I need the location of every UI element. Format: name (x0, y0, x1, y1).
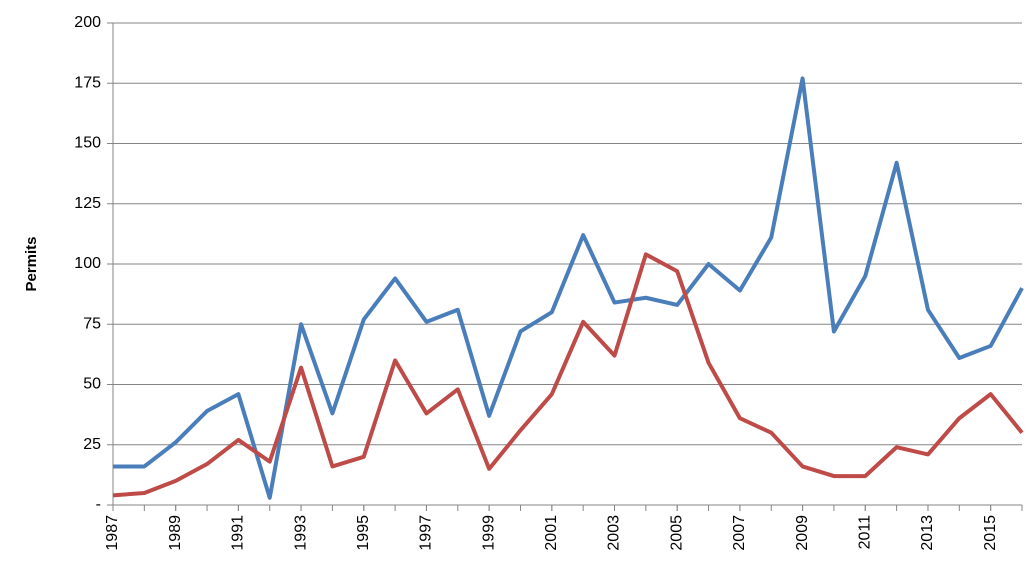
y-axis-label: Permits (23, 236, 40, 291)
series-line (112, 252, 1024, 498)
y-tick-label: 200 (74, 14, 101, 31)
series-line (113, 76, 1024, 500)
y-tick-label: 100 (74, 255, 101, 272)
x-tick-label: 2007 (731, 515, 748, 551)
x-tick-label: 2013 (919, 515, 936, 551)
x-tick-label: 1989 (167, 515, 184, 551)
x-tick-label: 2005 (668, 515, 685, 551)
x-tick-label: 1987 (104, 515, 121, 551)
x-tick-label: 1991 (230, 515, 247, 551)
y-tick-label: 175 (74, 74, 101, 91)
x-tick-label: 2015 (982, 515, 999, 551)
x-tick-label: 1997 (418, 515, 435, 551)
y-tick-label: 125 (74, 195, 101, 212)
x-tick-label: 2011 (856, 515, 873, 550)
y-tick-label: 75 (83, 315, 101, 332)
y-tick-label: 25 (83, 436, 101, 453)
y-tick-label: 50 (83, 376, 101, 393)
x-tick-label: 2009 (794, 515, 811, 551)
y-tick-label: 150 (74, 135, 101, 152)
x-tick-label: 1999 (480, 515, 497, 551)
y-tick-label: - (96, 496, 101, 513)
x-tick-label: 1993 (292, 515, 309, 551)
x-tick-label: 1995 (355, 515, 372, 551)
x-tick-label: 2003 (606, 515, 623, 551)
x-tick-label: 2001 (543, 515, 560, 551)
